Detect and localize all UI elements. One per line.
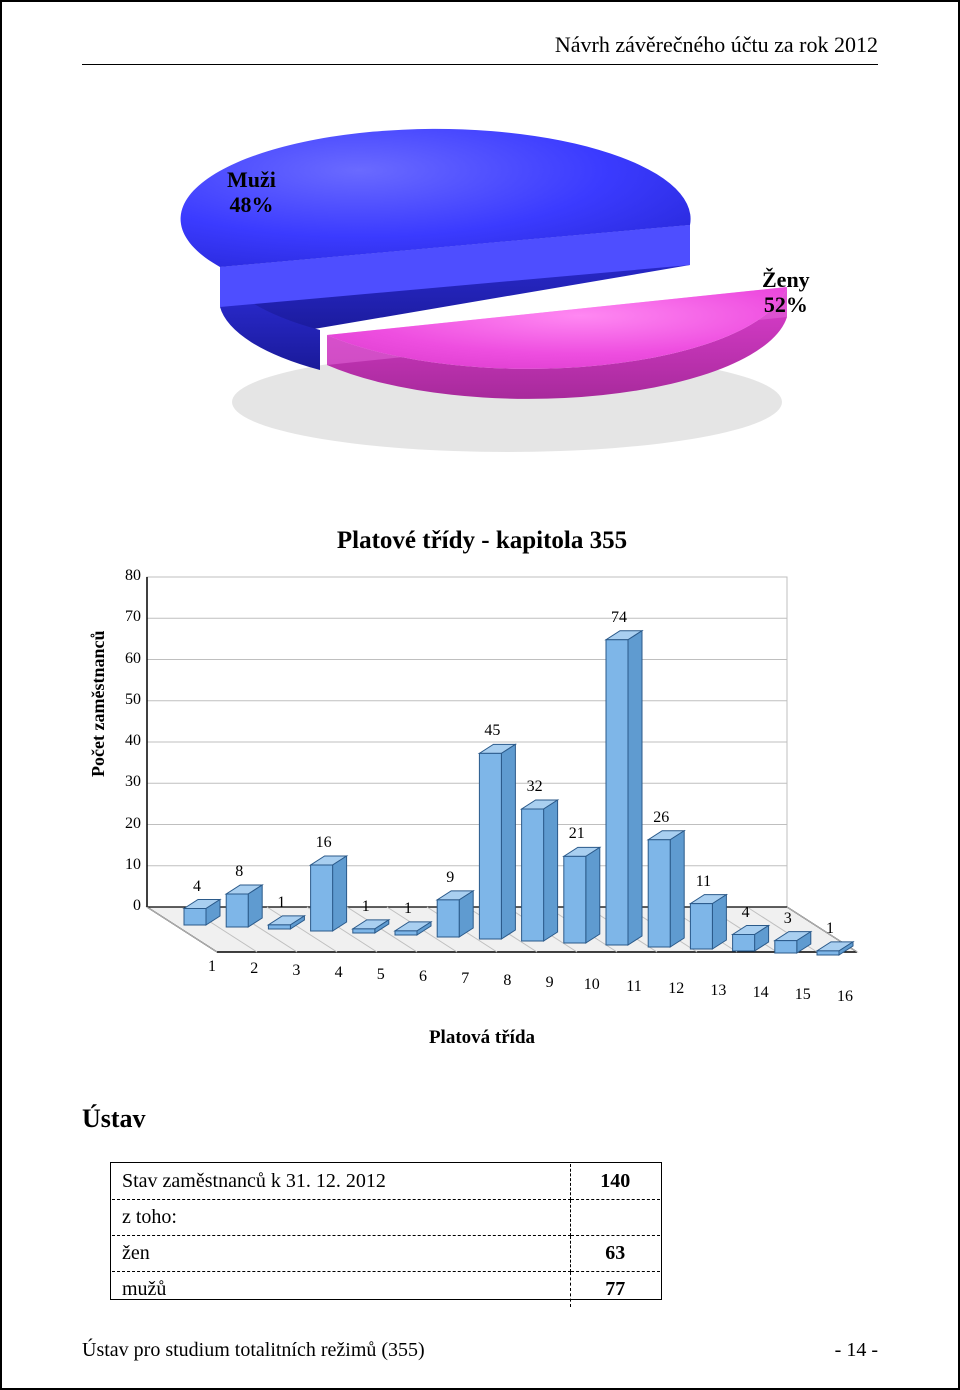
bar-chart-ytick: 60 [111, 650, 141, 668]
bar-chart-xtick: 4 [327, 964, 351, 982]
pie-label-women-text: Ženy [762, 267, 810, 292]
footer-right: - 14 - [835, 1339, 878, 1362]
table-cell-value: 77 [570, 1272, 660, 1308]
bar-value-label: 1 [267, 894, 295, 912]
bar-value-label: 26 [647, 809, 675, 827]
bar-chart-ytick: 80 [111, 567, 141, 585]
bar-chart-svg [2, 527, 960, 1057]
bar-chart-xtick: 2 [242, 960, 266, 978]
bar-value-label: 74 [605, 609, 633, 627]
bar-value-label: 45 [478, 722, 506, 740]
table-row: Stav zaměstnanců k 31. 12. 2012 140 [112, 1164, 660, 1200]
bar-value-label: 4 [732, 904, 760, 922]
pie-svg [2, 122, 960, 482]
table-row: z toho: [112, 1200, 660, 1236]
bar-value-label: 3 [774, 910, 802, 928]
pie-label-men-pct: 48% [229, 192, 273, 217]
bar-chart-xtick: 1 [200, 958, 224, 976]
bar-chart-xtick: 7 [453, 970, 477, 988]
bar-chart-ytick: 10 [111, 856, 141, 874]
document-page: Návrh závěrečného účtu za rok 2012 [0, 0, 960, 1390]
bar-chart-ylabel: Počet zaměstnanců [88, 631, 109, 777]
table-cell-value: 63 [570, 1236, 660, 1272]
bar-chart-xtick: 6 [411, 968, 435, 986]
bar-chart-ytick: 0 [111, 897, 141, 915]
bar-value-label: 1 [352, 898, 380, 916]
table-cell-label: žen [112, 1236, 570, 1272]
bar-chart-ytick: 30 [111, 773, 141, 791]
bar-chart-ytick: 70 [111, 608, 141, 626]
bar-chart-xtick: 15 [791, 986, 815, 1004]
bar-chart-xtick: 3 [284, 962, 308, 980]
bar-chart-xtick: 12 [664, 980, 688, 998]
bar-chart: Platové třídy - kapitola 355 Počet zaměs… [2, 527, 960, 1057]
bar-chart-title: Platové třídy - kapitola 355 [2, 527, 960, 555]
bar-chart-xlabel: Platová třída [2, 1027, 960, 1049]
pie-chart: Muži 48% Ženy 52% [2, 122, 960, 482]
table-cell-value [570, 1200, 660, 1236]
summary-table: Stav zaměstnanců k 31. 12. 2012 140 z to… [112, 1164, 660, 1307]
bar-chart-ytick: 20 [111, 815, 141, 833]
bar-chart-xtick: 13 [706, 982, 730, 1000]
pie-label-women-pct: 52% [764, 292, 808, 317]
section-heading: Ústav [82, 1104, 146, 1134]
bar-value-label: 1 [394, 900, 422, 918]
bar-chart-xtick: 9 [538, 974, 562, 992]
table-cell-label: z toho: [112, 1200, 570, 1236]
table-cell-label: mužů [112, 1272, 570, 1308]
header-rule [82, 64, 878, 65]
bar-value-label: 16 [310, 834, 338, 852]
table-row: mužů 77 [112, 1272, 660, 1308]
bar-value-label: 11 [689, 873, 717, 891]
page-header: Návrh závěrečného účtu za rok 2012 [82, 32, 878, 58]
pie-label-men-text: Muži [227, 167, 276, 192]
bar-chart-ytick: 40 [111, 732, 141, 750]
bar-chart-xtick: 10 [580, 976, 604, 994]
bar-value-label: 1 [816, 920, 844, 938]
table-row: žen 63 [112, 1236, 660, 1272]
bar-value-label: 32 [521, 778, 549, 796]
bar-value-label: 8 [225, 863, 253, 881]
bar-chart-xtick: 11 [622, 978, 646, 996]
pie-label-men: Muži 48% [227, 167, 276, 218]
bar-chart-xtick: 16 [833, 988, 857, 1006]
bar-chart-xtick: 5 [369, 966, 393, 984]
table-cell-label: Stav zaměstnanců k 31. 12. 2012 [112, 1164, 570, 1200]
bar-value-label: 21 [563, 825, 591, 843]
footer-left: Ústav pro studium totalitních režimů (35… [82, 1339, 425, 1362]
bar-chart-xtick: 8 [495, 972, 519, 990]
bar-value-label: 9 [436, 869, 464, 887]
bar-chart-xtick: 14 [749, 984, 773, 1002]
table-cell-value: 140 [570, 1164, 660, 1200]
pie-label-women: Ženy 52% [762, 267, 810, 318]
bar-value-label: 4 [183, 878, 211, 896]
bar-chart-ytick: 50 [111, 691, 141, 709]
